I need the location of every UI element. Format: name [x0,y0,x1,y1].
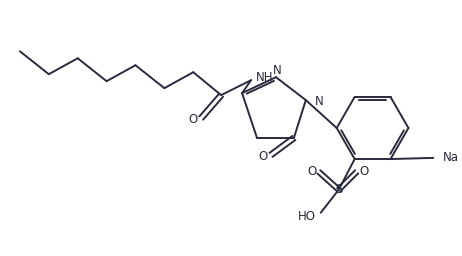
Text: O: O [359,165,368,178]
Text: O: O [258,150,267,163]
Text: NH: NH [256,71,274,84]
Text: S: S [335,183,342,196]
Text: N: N [315,95,323,108]
Text: O: O [307,165,316,178]
Text: HO: HO [298,210,316,223]
Text: Na: Na [444,151,459,164]
Text: O: O [188,113,198,125]
Text: N: N [273,64,281,77]
